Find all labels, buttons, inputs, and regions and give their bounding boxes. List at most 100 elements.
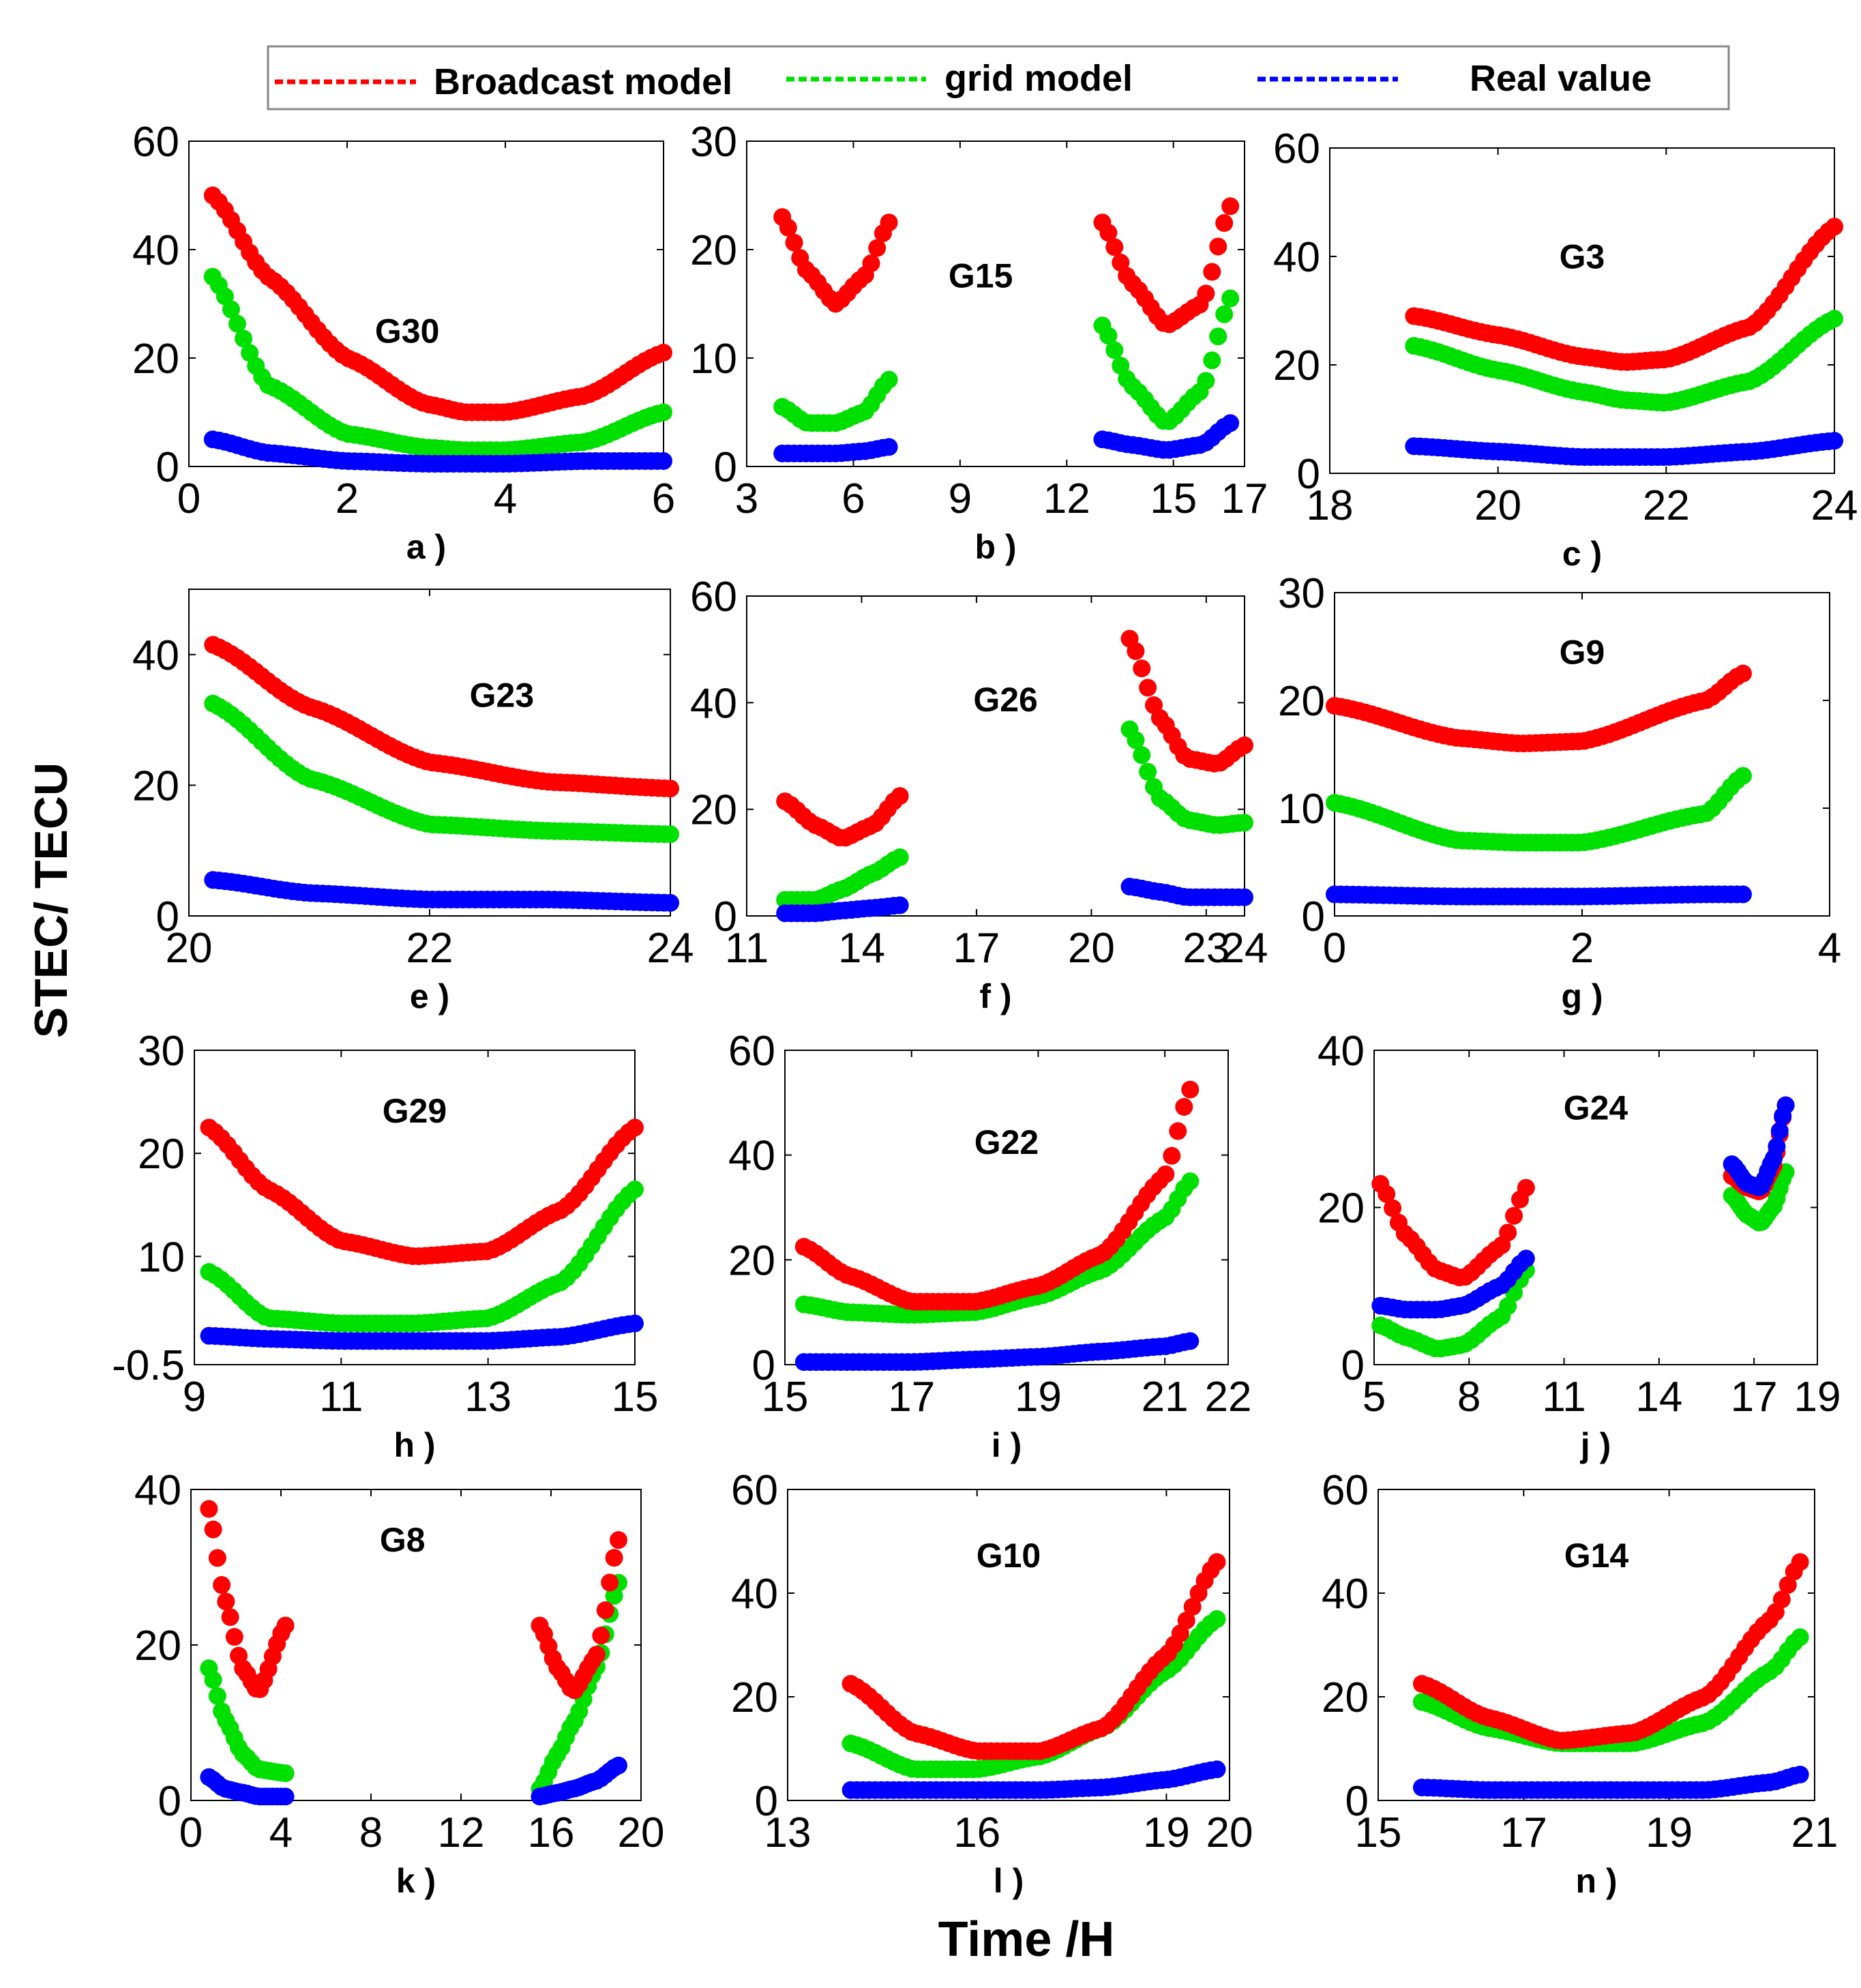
point-broadcast — [626, 1118, 644, 1137]
point-broadcast — [610, 1531, 627, 1549]
series-grid-seg0 — [773, 370, 898, 432]
panel-l-frame — [787, 1489, 1230, 1801]
point-real — [1776, 1096, 1795, 1114]
x-tick-label: 0 — [1323, 925, 1346, 972]
x-tick-label: 3 — [735, 475, 758, 522]
point-real — [655, 452, 672, 471]
point-grid — [1221, 289, 1240, 308]
point-broadcast — [1378, 1185, 1396, 1203]
point-grid — [626, 1181, 644, 1199]
y-tick-label: 0 — [158, 1778, 181, 1825]
point-broadcast — [1791, 1553, 1809, 1571]
point-grid — [222, 300, 240, 318]
series-grid-seg1 — [1093, 289, 1240, 430]
series-broadcast-seg0 — [1405, 218, 1843, 371]
x-tick-label: 19 — [1794, 1374, 1841, 1421]
point-real — [1770, 1122, 1789, 1140]
y-tick-label: 20 — [1278, 678, 1325, 725]
point-broadcast — [1181, 1080, 1200, 1099]
panel-j: 5 8 11 14 17 19 0 20 40 G24 j ) — [1317, 1028, 1841, 1464]
series-broadcast-seg0 — [204, 636, 679, 798]
x-tick-label: 13 — [764, 1809, 812, 1856]
x-tick-label: 6 — [842, 475, 865, 522]
panel-label: h ) — [393, 1426, 435, 1464]
x-tick-label: 11 — [319, 1374, 363, 1421]
y-tick-label: 20 — [1317, 1185, 1365, 1232]
series-grid-seg0 — [203, 267, 672, 460]
point-broadcast — [1517, 1178, 1535, 1197]
series-real-seg0 — [1371, 1249, 1535, 1319]
x-tick-label: 20 — [1068, 925, 1115, 972]
point-broadcast — [1778, 1575, 1797, 1594]
y-tick-label: 40 — [132, 227, 179, 274]
point-real — [661, 893, 679, 912]
point-broadcast — [1826, 218, 1843, 236]
series-real-seg0 — [776, 896, 909, 923]
point-grid — [1127, 731, 1145, 750]
point-real — [1236, 888, 1253, 906]
y-axis-label: STEC/ TECU — [25, 762, 77, 1038]
x-tick-label: 16 — [953, 1809, 1000, 1856]
point-broadcast — [601, 1573, 619, 1592]
point-broadcast — [605, 1549, 623, 1567]
y-tick-label: 0 — [714, 444, 737, 491]
series-real-seg0 — [1326, 885, 1752, 906]
x-tick-label: 4 — [1818, 925, 1841, 972]
x-tick-label: 20 — [1474, 482, 1521, 529]
series-grid-seg0 — [200, 1181, 644, 1333]
x-tick-label: 15 — [612, 1374, 659, 1421]
x-tick-label: 16 — [528, 1809, 575, 1856]
satellite-label: G10 — [977, 1537, 1041, 1575]
x-tick-label: 4 — [494, 475, 517, 522]
panel-i: 15 17 19 21 22 0 20 40 60 G22 i ) — [728, 1028, 1251, 1464]
y-tick-label: 60 — [728, 1028, 775, 1075]
panel-label: a ) — [406, 528, 446, 566]
point-broadcast — [225, 1628, 243, 1646]
series-real-seg0 — [203, 430, 672, 473]
x-tick-label: 24 — [1221, 925, 1268, 972]
point-real — [610, 1756, 627, 1775]
x-tick-label: 12 — [1043, 475, 1090, 522]
panel-l: 13 16 19 20 0 20 40 60 G10 l ) — [731, 1467, 1253, 1900]
x-tick-label: 20 — [618, 1809, 665, 1856]
point-broadcast — [1772, 1590, 1791, 1609]
x-tick-label: 0 — [179, 1809, 203, 1856]
series-broadcast-seg1 — [1093, 197, 1240, 333]
point-grid — [1112, 357, 1130, 375]
point-grid — [1099, 327, 1118, 345]
x-tick-label: 22 — [1643, 482, 1690, 529]
point-broadcast — [779, 218, 797, 237]
series-grid-seg1 — [1120, 720, 1253, 834]
series-real-seg0 — [200, 1768, 295, 1806]
y-tick-label: 0 — [752, 1342, 775, 1389]
y-tick-label: 30 — [1278, 570, 1325, 617]
series-real-seg0 — [794, 1332, 1200, 1371]
x-tick-label: 19 — [1646, 1809, 1693, 1856]
series-real-seg0 — [773, 438, 898, 462]
series-real-seg1 — [1120, 878, 1253, 906]
x-tick-label: 15 — [1150, 475, 1197, 522]
point-broadcast — [1169, 1122, 1187, 1140]
y-tick-label: 60 — [731, 1467, 778, 1514]
point-broadcast — [276, 1616, 295, 1635]
y-tick-label: 20 — [1322, 1674, 1369, 1721]
x-tick-label: 20 — [166, 925, 213, 972]
satellite-label: G26 — [973, 681, 1038, 719]
y-tick-label: 0 — [714, 893, 737, 940]
x-tick-label: 20 — [1206, 1809, 1253, 1856]
series-grid-seg0 — [1326, 767, 1752, 852]
x-tick-label: 17 — [1731, 1374, 1778, 1421]
y-tick-label: 40 — [1322, 1571, 1369, 1618]
point-grid — [1197, 372, 1215, 390]
point-broadcast — [1127, 642, 1145, 660]
y-tick-label: 60 — [1273, 125, 1320, 173]
panel-k: 0 4 8 12 16 20 0 20 40 G8 k ) — [134, 1467, 664, 1900]
x-tick-label: 21 — [1142, 1374, 1189, 1421]
panel-h: 9 11 13 15 -0.5 10 20 30 G29 h ) — [112, 1028, 658, 1464]
point-broadcast — [1208, 1553, 1226, 1571]
point-grid — [1826, 310, 1843, 328]
y-tick-label: 0 — [156, 444, 179, 491]
series-real-seg0 — [842, 1760, 1226, 1799]
point-broadcast — [1236, 736, 1253, 754]
